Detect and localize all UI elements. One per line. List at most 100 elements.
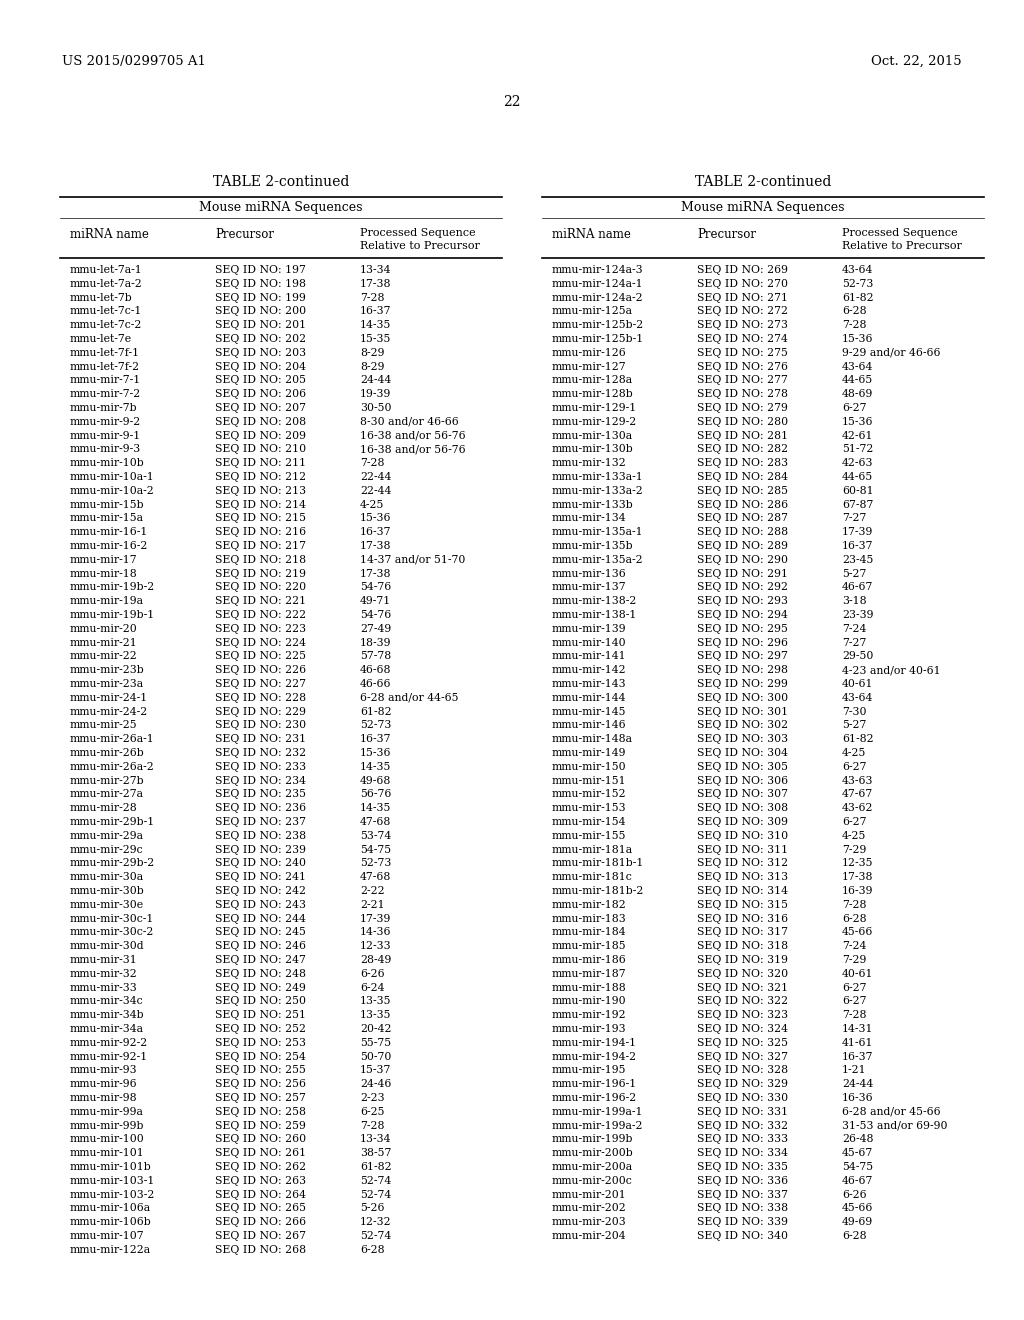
Text: 17-39: 17-39 <box>842 527 873 537</box>
Text: 8-29: 8-29 <box>360 347 384 358</box>
Text: mmu-mir-24-1: mmu-mir-24-1 <box>70 693 148 702</box>
Text: mmu-mir-30e: mmu-mir-30e <box>70 900 144 909</box>
Text: mmu-mir-93: mmu-mir-93 <box>70 1065 137 1076</box>
Text: 5-27: 5-27 <box>842 721 866 730</box>
Text: 4-25: 4-25 <box>842 748 866 758</box>
Text: mmu-mir-19a: mmu-mir-19a <box>70 597 144 606</box>
Text: 61-82: 61-82 <box>842 734 873 744</box>
Text: mmu-mir-34a: mmu-mir-34a <box>70 1024 144 1034</box>
Text: SEQ ID NO: 218: SEQ ID NO: 218 <box>215 554 306 565</box>
Text: SEQ ID NO: 249: SEQ ID NO: 249 <box>215 982 306 993</box>
Text: SEQ ID NO: 302: SEQ ID NO: 302 <box>697 721 788 730</box>
Text: 54-75: 54-75 <box>360 845 391 854</box>
Text: 6-26: 6-26 <box>842 1189 866 1200</box>
Text: SEQ ID NO: 221: SEQ ID NO: 221 <box>215 597 306 606</box>
Text: 46-68: 46-68 <box>360 665 391 676</box>
Text: 48-69: 48-69 <box>842 389 873 399</box>
Text: SEQ ID NO: 200: SEQ ID NO: 200 <box>215 306 306 317</box>
Text: SEQ ID NO: 251: SEQ ID NO: 251 <box>215 1010 306 1020</box>
Text: 16-37: 16-37 <box>842 1052 873 1061</box>
Text: SEQ ID NO: 219: SEQ ID NO: 219 <box>215 569 306 578</box>
Text: 17-38: 17-38 <box>842 873 873 882</box>
Text: mmu-mir-26b: mmu-mir-26b <box>70 748 144 758</box>
Text: 5-27: 5-27 <box>842 569 866 578</box>
Text: mmu-mir-133b: mmu-mir-133b <box>552 499 634 510</box>
Text: mmu-mir-7-1: mmu-mir-7-1 <box>70 375 141 385</box>
Text: SEQ ID NO: 228: SEQ ID NO: 228 <box>215 693 306 702</box>
Text: 4-25: 4-25 <box>842 830 866 841</box>
Text: SEQ ID NO: 205: SEQ ID NO: 205 <box>215 375 306 385</box>
Text: mmu-mir-9-2: mmu-mir-9-2 <box>70 417 141 426</box>
Text: SEQ ID NO: 313: SEQ ID NO: 313 <box>697 873 788 882</box>
Text: mmu-mir-135a-2: mmu-mir-135a-2 <box>552 554 644 565</box>
Text: mmu-mir-18: mmu-mir-18 <box>70 569 138 578</box>
Text: mmu-mir-138-1: mmu-mir-138-1 <box>552 610 637 620</box>
Text: mmu-mir-125b-2: mmu-mir-125b-2 <box>552 321 644 330</box>
Text: mmu-mir-145: mmu-mir-145 <box>552 706 627 717</box>
Text: SEQ ID NO: 212: SEQ ID NO: 212 <box>215 473 306 482</box>
Text: SEQ ID NO: 244: SEQ ID NO: 244 <box>215 913 306 924</box>
Text: 6-27: 6-27 <box>842 982 866 993</box>
Text: mmu-mir-127: mmu-mir-127 <box>552 362 627 372</box>
Text: SEQ ID NO: 270: SEQ ID NO: 270 <box>697 279 788 289</box>
Text: SEQ ID NO: 210: SEQ ID NO: 210 <box>215 445 306 454</box>
Text: 7-28: 7-28 <box>360 458 384 469</box>
Text: SEQ ID NO: 276: SEQ ID NO: 276 <box>697 362 788 372</box>
Text: SEQ ID NO: 298: SEQ ID NO: 298 <box>697 665 788 676</box>
Text: 12-32: 12-32 <box>360 1217 391 1228</box>
Text: 15-36: 15-36 <box>360 513 391 524</box>
Text: mmu-mir-128a: mmu-mir-128a <box>552 375 633 385</box>
Text: mmu-mir-192: mmu-mir-192 <box>552 1010 627 1020</box>
Text: SEQ ID NO: 292: SEQ ID NO: 292 <box>697 582 788 593</box>
Text: 29-50: 29-50 <box>842 651 873 661</box>
Text: US 2015/0299705 A1: US 2015/0299705 A1 <box>62 55 206 69</box>
Text: mmu-mir-19b-1: mmu-mir-19b-1 <box>70 610 156 620</box>
Text: SEQ ID NO: 305: SEQ ID NO: 305 <box>697 762 788 772</box>
Text: 16-38 and/or 56-76: 16-38 and/or 56-76 <box>360 445 466 454</box>
Text: SEQ ID NO: 330: SEQ ID NO: 330 <box>697 1093 788 1104</box>
Text: SEQ ID NO: 271: SEQ ID NO: 271 <box>697 293 788 302</box>
Text: mmu-mir-195: mmu-mir-195 <box>552 1065 627 1076</box>
Text: SEQ ID NO: 319: SEQ ID NO: 319 <box>697 954 788 965</box>
Text: 1-21: 1-21 <box>842 1065 866 1076</box>
Text: 17-38: 17-38 <box>360 541 391 550</box>
Text: 44-65: 44-65 <box>842 473 873 482</box>
Text: 60-81: 60-81 <box>842 486 873 496</box>
Text: mmu-mir-96: mmu-mir-96 <box>70 1080 137 1089</box>
Text: mmu-mir-129-1: mmu-mir-129-1 <box>552 403 637 413</box>
Text: mmu-mir-23a: mmu-mir-23a <box>70 678 144 689</box>
Text: SEQ ID NO: 216: SEQ ID NO: 216 <box>215 527 306 537</box>
Text: mmu-mir-181b-1: mmu-mir-181b-1 <box>552 858 644 869</box>
Text: 7-27: 7-27 <box>842 513 866 524</box>
Text: SEQ ID NO: 323: SEQ ID NO: 323 <box>697 1010 788 1020</box>
Text: mmu-mir-106a: mmu-mir-106a <box>70 1204 152 1213</box>
Text: mmu-mir-181b-2: mmu-mir-181b-2 <box>552 886 644 896</box>
Text: mmu-mir-142: mmu-mir-142 <box>552 665 627 676</box>
Text: mmu-mir-10a-2: mmu-mir-10a-2 <box>70 486 155 496</box>
Text: SEQ ID NO: 245: SEQ ID NO: 245 <box>215 928 306 937</box>
Text: mmu-mir-124a-2: mmu-mir-124a-2 <box>552 293 644 302</box>
Text: SEQ ID NO: 255: SEQ ID NO: 255 <box>215 1065 306 1076</box>
Text: mmu-mir-29a: mmu-mir-29a <box>70 830 144 841</box>
Text: 16-39: 16-39 <box>842 886 873 896</box>
Text: 8-30 and/or 46-66: 8-30 and/or 46-66 <box>360 417 459 426</box>
Text: 6-25: 6-25 <box>360 1106 384 1117</box>
Text: mmu-mir-17: mmu-mir-17 <box>70 554 137 565</box>
Text: SEQ ID NO: 199: SEQ ID NO: 199 <box>215 293 306 302</box>
Text: 3-18: 3-18 <box>842 597 866 606</box>
Text: 61-82: 61-82 <box>360 706 391 717</box>
Text: SEQ ID NO: 232: SEQ ID NO: 232 <box>215 748 306 758</box>
Text: SEQ ID NO: 329: SEQ ID NO: 329 <box>697 1080 788 1089</box>
Text: mmu-mir-92-1: mmu-mir-92-1 <box>70 1052 148 1061</box>
Text: mmu-mir-24-2: mmu-mir-24-2 <box>70 706 148 717</box>
Text: SEQ ID NO: 303: SEQ ID NO: 303 <box>697 734 788 744</box>
Text: 23-45: 23-45 <box>842 554 873 565</box>
Text: mmu-mir-140: mmu-mir-140 <box>552 638 627 648</box>
Text: mmu-mir-133a-1: mmu-mir-133a-1 <box>552 473 644 482</box>
Text: SEQ ID NO: 259: SEQ ID NO: 259 <box>215 1121 306 1131</box>
Text: 55-75: 55-75 <box>360 1038 391 1048</box>
Text: 4-23 and/or 40-61: 4-23 and/or 40-61 <box>842 665 941 676</box>
Text: 52-73: 52-73 <box>842 279 873 289</box>
Text: SEQ ID NO: 288: SEQ ID NO: 288 <box>697 527 788 537</box>
Text: mmu-mir-15a: mmu-mir-15a <box>70 513 144 524</box>
